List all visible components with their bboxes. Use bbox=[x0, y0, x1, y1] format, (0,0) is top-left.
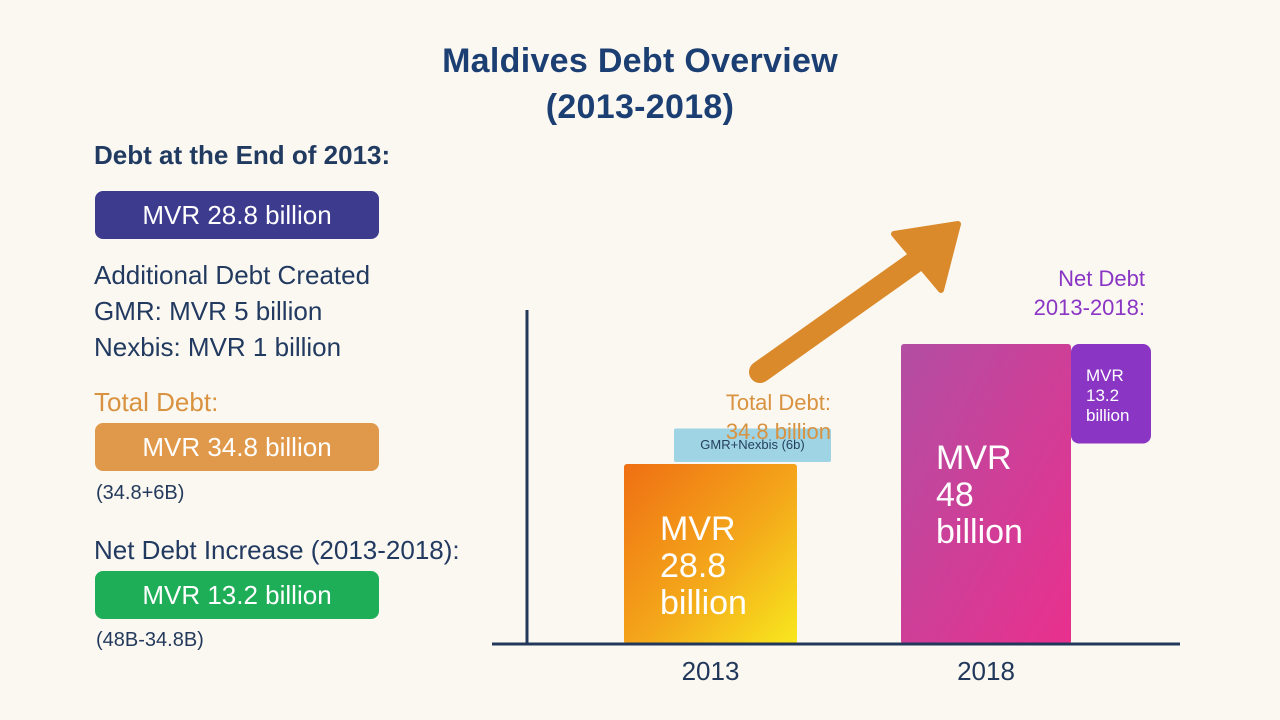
difference-label-line2: 13.2 bbox=[1086, 386, 1120, 405]
total-debt-heading: Total Debt: bbox=[94, 387, 219, 417]
bar-2013 bbox=[624, 464, 797, 644]
difference-box bbox=[1071, 344, 1151, 444]
net-debt-annotation-line1: Net Debt bbox=[1058, 266, 1145, 291]
nexbis-line: Nexbis: MVR 1 billion bbox=[94, 332, 342, 362]
debt-2013-heading: Debt at the End of 2013: bbox=[94, 140, 391, 170]
gmr-line: GMR: MVR 5 billion bbox=[94, 296, 323, 326]
bar-label-2013-line3: billion bbox=[660, 584, 747, 622]
net-debt-pill: MVR 13.2 billion bbox=[95, 571, 379, 619]
bar-label-2013-line1: MVR bbox=[660, 510, 736, 548]
debt-2013-pill: MVR 28.8 billion bbox=[95, 191, 379, 239]
bar-label-2013-line2: 28.8 bbox=[660, 547, 727, 585]
x-tick-label-2013: 2013 bbox=[681, 656, 740, 686]
title-line-1: Maldives Debt Overview bbox=[442, 42, 838, 80]
trend-arrow-head bbox=[891, 221, 961, 293]
total-debt-pill: MVR 34.8 billion bbox=[95, 423, 379, 471]
stacked-addition-tag bbox=[674, 428, 831, 462]
difference-label-line3: billion bbox=[1086, 406, 1130, 425]
bar-label-2018-line2: 48 bbox=[936, 476, 974, 514]
bar-label-2018-line1: MVR bbox=[936, 439, 1012, 477]
difference-label-line1: MVR bbox=[1086, 366, 1124, 385]
bar-2018 bbox=[901, 344, 1071, 644]
total-debt-annotation-line1: Total Debt: bbox=[725, 390, 831, 415]
net-debt-heading: Net Debt Increase (2013-2018): bbox=[94, 535, 460, 565]
total-debt-annotation-line2: 34.8 billion bbox=[725, 419, 831, 444]
additional-debt-heading: Additional Debt Created bbox=[94, 260, 371, 290]
title-line-2: (2013-2018) bbox=[545, 88, 735, 126]
net-debt-note: (48B-34.8B) bbox=[96, 629, 204, 651]
page-title: Maldives Debt Overview (2013-2018) bbox=[0, 38, 1280, 130]
x-tick-label-2018: 2018 bbox=[957, 656, 1015, 686]
net-debt-annotation-line2: 2013-2018: bbox=[1033, 295, 1145, 320]
stacked-addition-label: GMR+Nexbis (6b) bbox=[700, 437, 805, 453]
bar-label-2018-line3: billion bbox=[936, 513, 1023, 551]
trend-arrow-shaft bbox=[749, 251, 926, 383]
total-debt-note: (34.8+6B) bbox=[96, 482, 185, 504]
